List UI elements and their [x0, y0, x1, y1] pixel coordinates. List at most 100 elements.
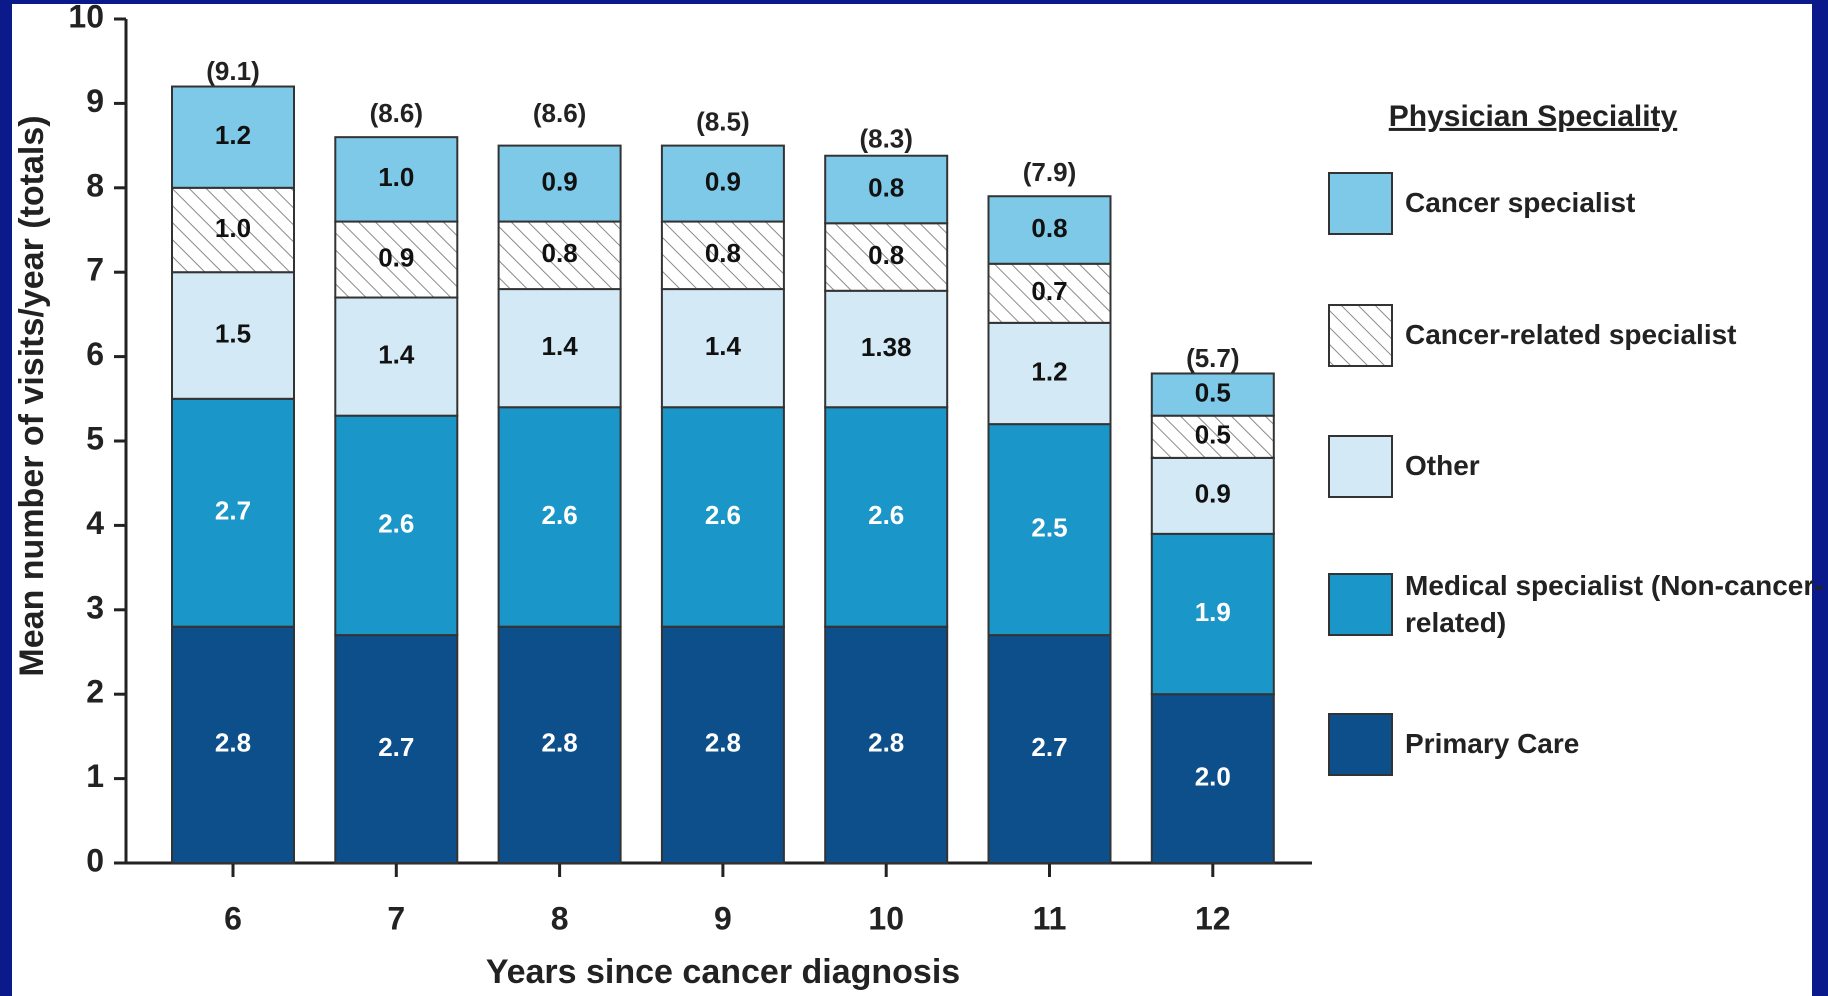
legend-label: Cancer specialist — [1405, 187, 1636, 219]
legend-swatch — [1328, 435, 1393, 498]
bar-segment — [987, 634, 1112, 864]
data-label: 2.8 — [542, 728, 578, 758]
data-label: 2.8 — [868, 728, 904, 758]
bar-segment — [1150, 532, 1275, 696]
legend-entry: Medical specialist (Non-cancer-related) — [1405, 570, 1824, 638]
total-label: (8.5) — [696, 106, 749, 136]
data-label: 1.9 — [1195, 597, 1231, 627]
data-label: 2.8 — [705, 728, 741, 758]
legend-label: Primary Care — [1405, 728, 1580, 760]
data-label: 0.8 — [868, 172, 904, 202]
bar-segment — [987, 321, 1112, 426]
bar-segment — [1150, 693, 1275, 865]
bar-segment — [660, 406, 785, 628]
x-tick-label: 11 — [1033, 900, 1067, 936]
bar-segment — [1150, 414, 1275, 459]
legend-entry: Cancer-related specialist — [1405, 319, 1737, 350]
total-label: (8.6) — [533, 98, 586, 128]
data-label: 0.7 — [1031, 276, 1067, 306]
x-tick-label: 12 — [1195, 900, 1231, 936]
y-tick-label: 9 — [86, 83, 104, 119]
legend-entry: Primary Care — [1405, 728, 1580, 760]
data-label: 2.5 — [1031, 512, 1067, 542]
legend-label: Other — [1405, 450, 1480, 482]
data-label: 1.38 — [861, 332, 912, 362]
data-label: 1.0 — [215, 213, 251, 243]
data-label: 1.5 — [215, 318, 251, 348]
y-tick-label: 1 — [86, 758, 104, 794]
x-tick-label: 8 — [551, 900, 569, 936]
legend-label: Medical specialist (Non-cancer-related) — [1405, 570, 1824, 638]
bar-segment — [987, 195, 1112, 265]
bar-segment — [497, 144, 622, 223]
y-tick-label: 7 — [86, 252, 104, 288]
data-label: 1.4 — [542, 331, 579, 361]
bar-segment — [334, 296, 459, 417]
bar-segment — [497, 625, 622, 864]
y-tick-label: 0 — [86, 842, 104, 878]
bar-segment — [171, 271, 295, 400]
y-tick-label: 6 — [86, 336, 104, 372]
bar-segment — [171, 85, 295, 189]
x-tick-label: 9 — [714, 900, 732, 936]
data-label: 0.9 — [542, 166, 578, 196]
data-label: 0.9 — [378, 242, 414, 272]
y-tick-label: 4 — [86, 505, 104, 541]
data-label: 0.9 — [1195, 479, 1231, 509]
total-label: (8.3) — [859, 123, 912, 153]
data-label: 2.6 — [868, 500, 904, 530]
data-label: 2.8 — [215, 728, 251, 758]
data-label: 2.6 — [542, 500, 578, 530]
y-tick-label: 5 — [86, 420, 104, 456]
data-label: 2.6 — [705, 500, 741, 530]
legend-swatch — [1328, 573, 1393, 636]
bar-segment — [334, 634, 459, 864]
data-label: 2.6 — [378, 508, 414, 538]
total-label: (5.7) — [1186, 343, 1239, 373]
bar-segment — [660, 220, 785, 291]
data-label: 0.5 — [1195, 420, 1231, 450]
data-label: 2.0 — [1195, 761, 1231, 791]
data-label: 1.2 — [1031, 356, 1067, 386]
legend-entry: Other — [1405, 450, 1480, 482]
data-label: 2.7 — [1031, 732, 1067, 762]
bar-segment — [171, 186, 295, 274]
total-label: (7.9) — [1023, 157, 1076, 187]
total-label: (8.6) — [370, 98, 423, 128]
bar-segment — [660, 625, 785, 864]
bar-segment — [824, 625, 949, 864]
bar-segment — [171, 397, 295, 628]
y-tick-label: 2 — [86, 674, 104, 710]
legend-swatch — [1328, 172, 1393, 235]
bar-segment — [171, 625, 295, 864]
bar-segment — [660, 288, 785, 409]
bar-segment — [660, 144, 785, 223]
data-label: 0.9 — [705, 166, 741, 196]
legend-title: Physician Speciality — [1389, 100, 1678, 133]
data-label: 1.4 — [705, 331, 742, 361]
data-label: 0.5 — [1195, 377, 1231, 407]
x-tick-label: 6 — [224, 900, 242, 936]
bar-segment — [824, 289, 949, 409]
data-label: 1.0 — [378, 162, 414, 192]
bar-segment — [497, 288, 622, 409]
bar-segment — [334, 136, 459, 223]
bar-segment — [1150, 372, 1275, 417]
bar-segment — [1150, 456, 1275, 535]
bar-segment — [334, 414, 459, 637]
data-label: 0.8 — [705, 238, 741, 268]
bar-segment — [497, 406, 622, 628]
x-tick-label: 10 — [868, 900, 904, 936]
bar-segment — [824, 222, 949, 292]
legend-swatch — [1328, 713, 1393, 776]
legend-swatch — [1328, 304, 1393, 367]
x-tick-label: 7 — [387, 900, 405, 936]
data-label: 2.7 — [378, 732, 414, 762]
bar-segment — [824, 154, 949, 225]
data-label: 0.8 — [868, 240, 904, 270]
legend-entry: Cancer specialist — [1405, 187, 1636, 219]
y-tick-label: 10 — [68, 0, 104, 34]
x-axis-title: Years since cancer diagnosis — [486, 953, 960, 991]
data-label: 1.2 — [215, 120, 251, 150]
